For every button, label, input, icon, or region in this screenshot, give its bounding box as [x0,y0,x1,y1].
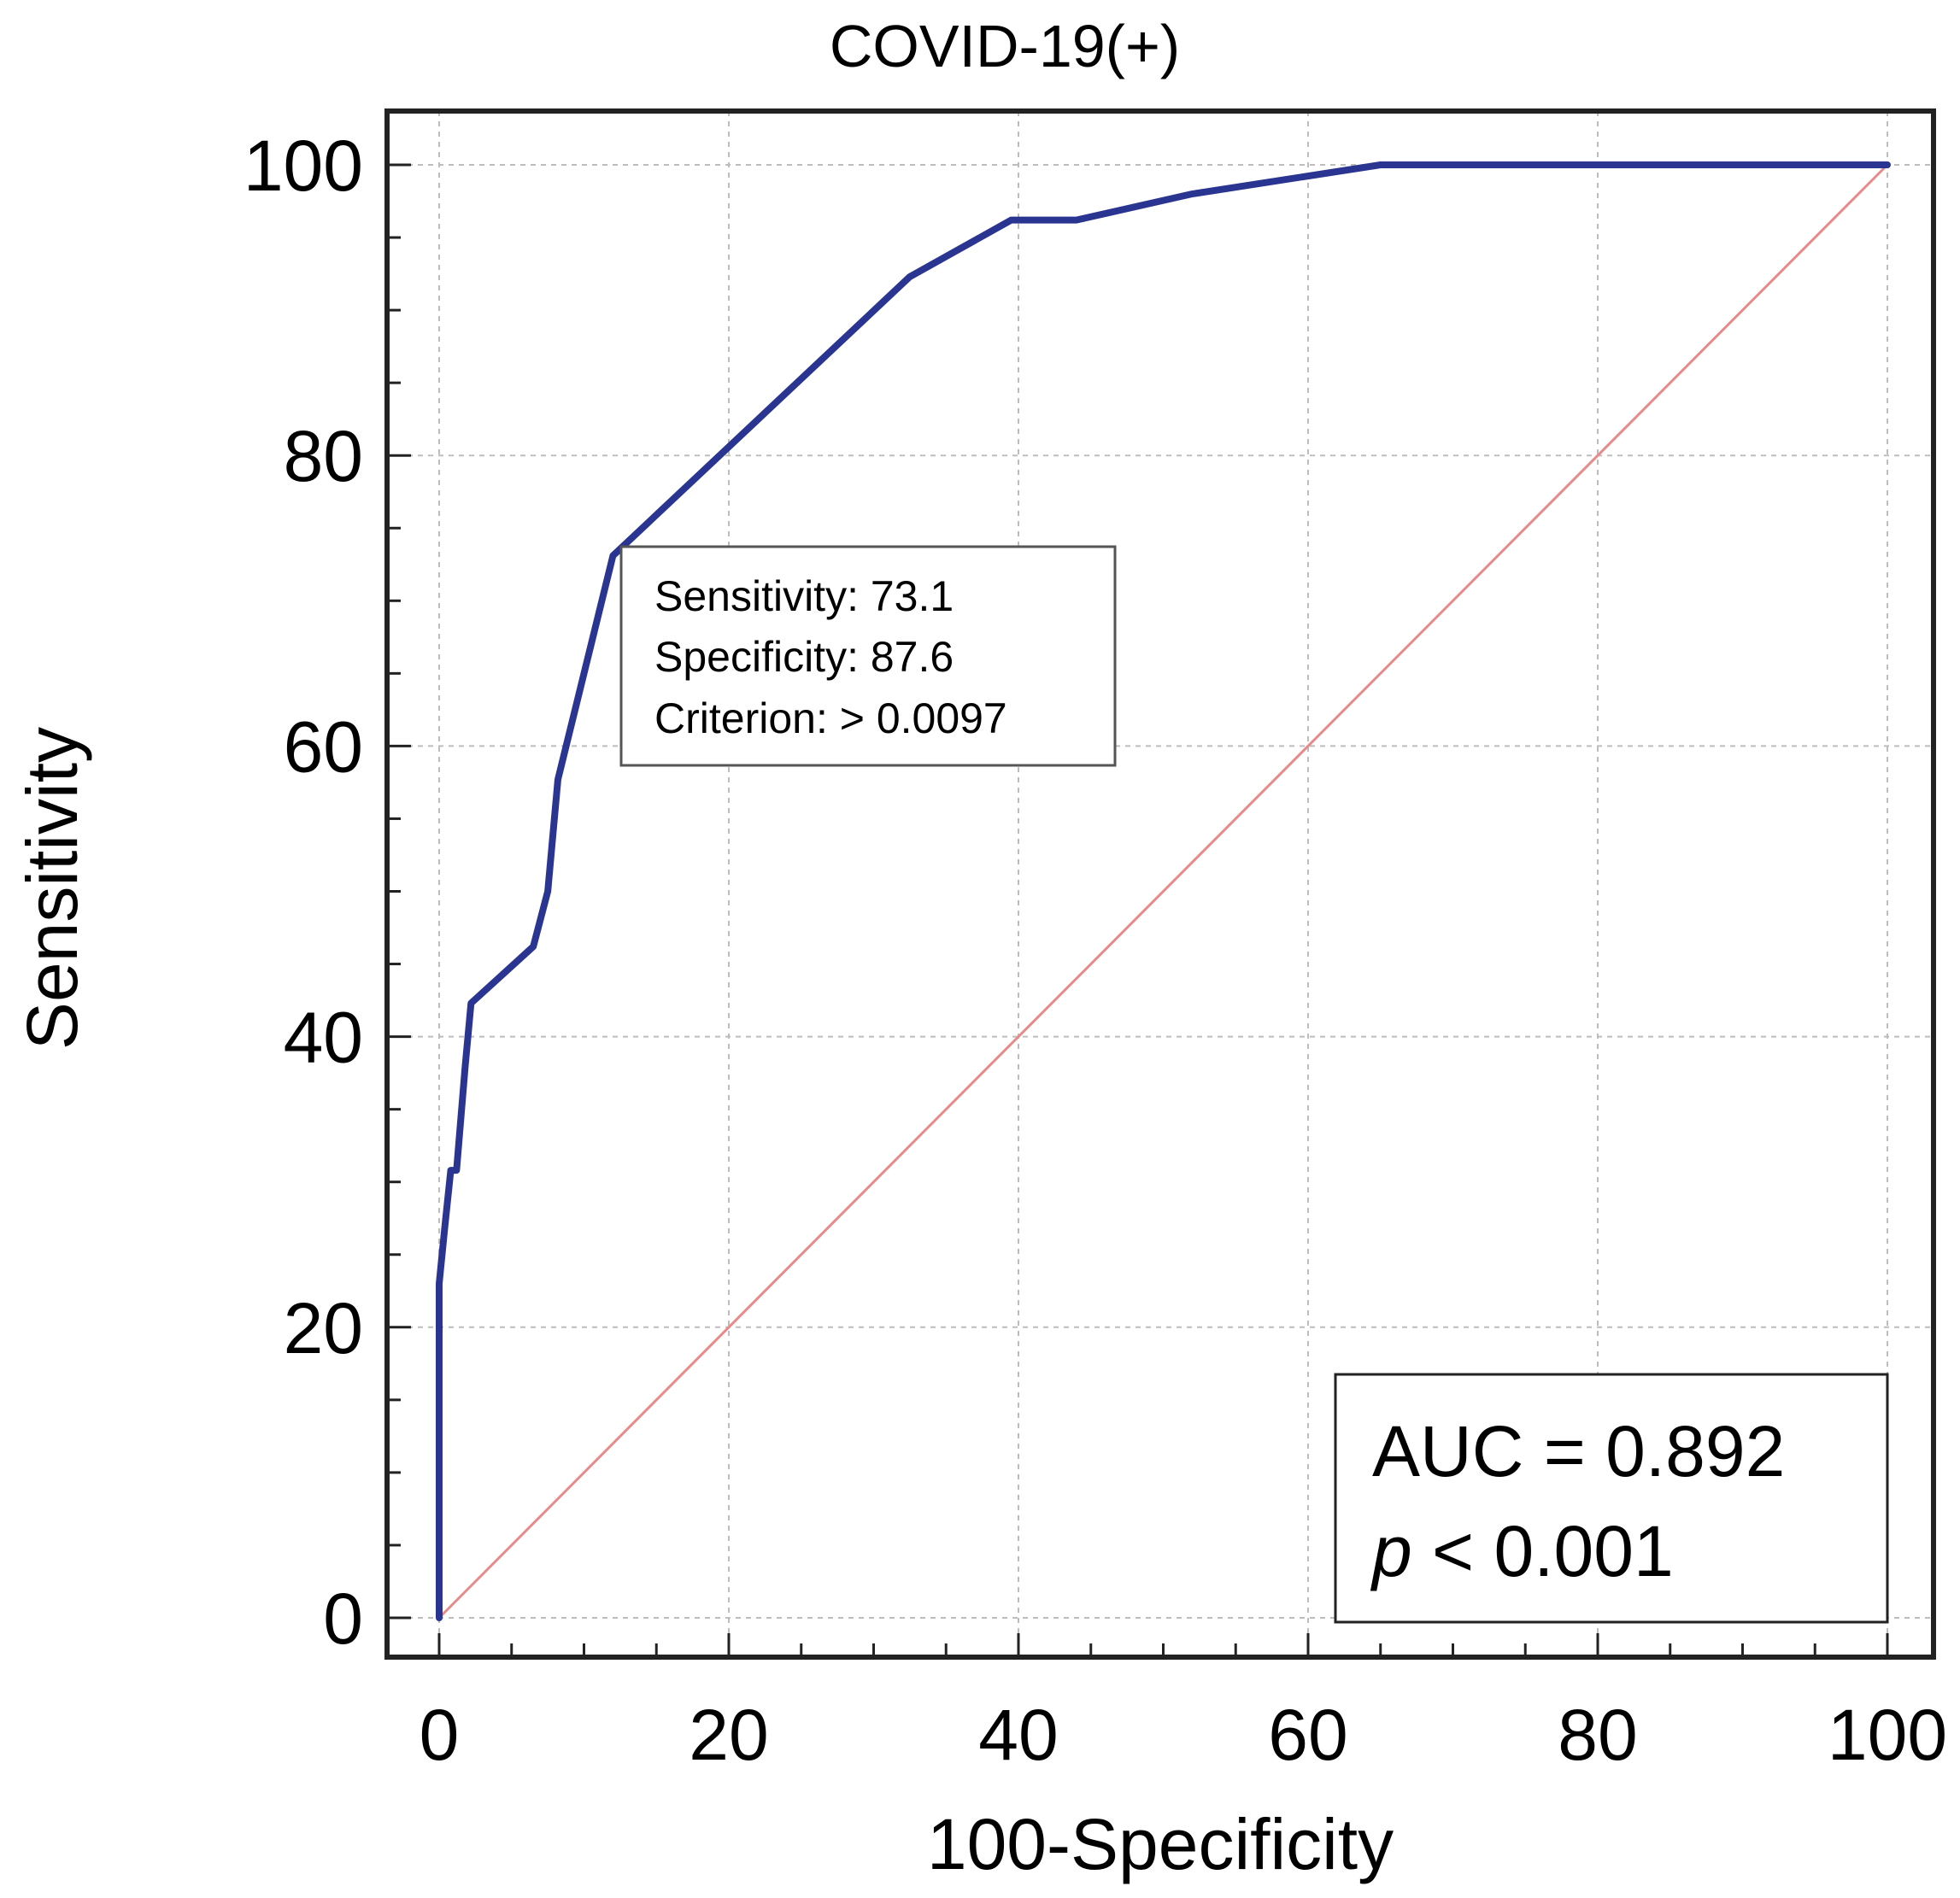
annotation-sensitivity: Sensitivity: 73.1 [654,572,954,620]
roc-curve-line [436,161,1891,1621]
annotation-specificity: Specificity: 87.6 [654,633,954,681]
minor-ticks [387,163,1889,1657]
plot-frame [384,108,1936,1660]
auc-box-frame [1334,1373,1889,1624]
x-tick-label: 0 [420,1695,460,1775]
auc-value: AUC = 0.892 [1372,1411,1785,1491]
tick-labels: 0 20 40 60 80 100 0 20 40 60 80 100 [244,126,1947,1775]
annotation-box [619,545,1117,767]
criterion-annotation: Sensitivity: 73.1 Specificity: 87.6 Crit… [619,545,1117,767]
chart-title: COVID-19(+) [830,13,1180,79]
x-tick-label: 100 [1828,1695,1947,1775]
y-tick-label: 0 [323,1579,363,1659]
p-comparison: < 0.001 [1412,1511,1674,1591]
y-tick-label: 60 [284,706,363,787]
p-symbol: p [1370,1511,1412,1591]
y-axis-label: Sensitivity [12,727,92,1050]
p-value: p < 0.001 [1370,1511,1674,1591]
y-tick-label: 40 [284,998,363,1078]
x-axis-label: 100-Specificity [927,1804,1394,1884]
x-tick-label: 60 [1268,1695,1347,1775]
x-tick-label: 40 [978,1695,1058,1775]
reference-line [437,163,1889,1620]
x-tick-label: 20 [689,1695,768,1775]
y-tick-label: 100 [244,126,363,206]
x-tick-label: 80 [1558,1695,1637,1775]
y-tick-label: 80 [284,416,363,496]
gridlines [387,111,1934,1657]
annotation-criterion: Criterion: > 0.0097 [654,694,1007,742]
auc-box: AUC = 0.892 p < 0.001 [1334,1373,1889,1624]
y-tick-label: 20 [284,1288,363,1368]
